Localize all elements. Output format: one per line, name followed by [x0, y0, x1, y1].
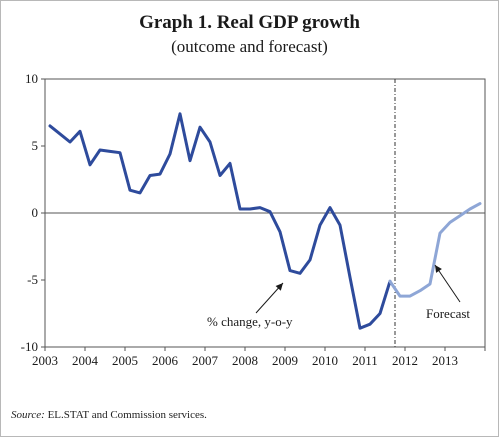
series-line-outcome — [48, 112, 392, 330]
series-line-forecast — [388, 202, 482, 298]
annotation-pct-change: % change, y-o-y — [207, 314, 293, 329]
source-text: EL.STAT and Commission services. — [47, 409, 207, 421]
arrow-forecast-head — [435, 265, 442, 273]
x-tick-label: 2013 — [432, 353, 458, 368]
chart-series — [48, 112, 482, 330]
arrow-forecast-line — [434, 264, 461, 303]
chart-annotations: % change, y-o-y Forecast — [207, 264, 470, 329]
x-tick-label: 2010 — [312, 353, 338, 368]
x-tick-label: 2012 — [392, 353, 418, 368]
y-tick-label: 0 — [32, 205, 39, 220]
x-tick-label: 2003 — [32, 353, 58, 368]
source-label: Source: — [11, 409, 45, 421]
x-tick-label: 2008 — [232, 353, 258, 368]
x-tick-label: 2011 — [352, 353, 378, 368]
x-tick-label: 2009 — [272, 353, 298, 368]
arrow-pct-change-head — [275, 283, 283, 291]
y-tick-label: 10 — [25, 71, 38, 86]
x-tick-label: 2005 — [112, 353, 138, 368]
y-tick-label: -10 — [21, 339, 38, 354]
chart-title: Graph 1. Real GDP growth — [139, 12, 360, 33]
y-tick-label: 5 — [32, 138, 39, 153]
y-tick-label: -5 — [27, 272, 38, 287]
x-tick-label: 2006 — [152, 353, 179, 368]
x-tick-label: 2007 — [192, 353, 219, 368]
chart-subtitle: (outcome and forecast) — [171, 37, 328, 56]
annotation-forecast: Forecast — [426, 306, 470, 321]
x-tick-label: 2004 — [72, 353, 99, 368]
source-note: Source: EL.STAT and Commission services. — [11, 409, 207, 421]
